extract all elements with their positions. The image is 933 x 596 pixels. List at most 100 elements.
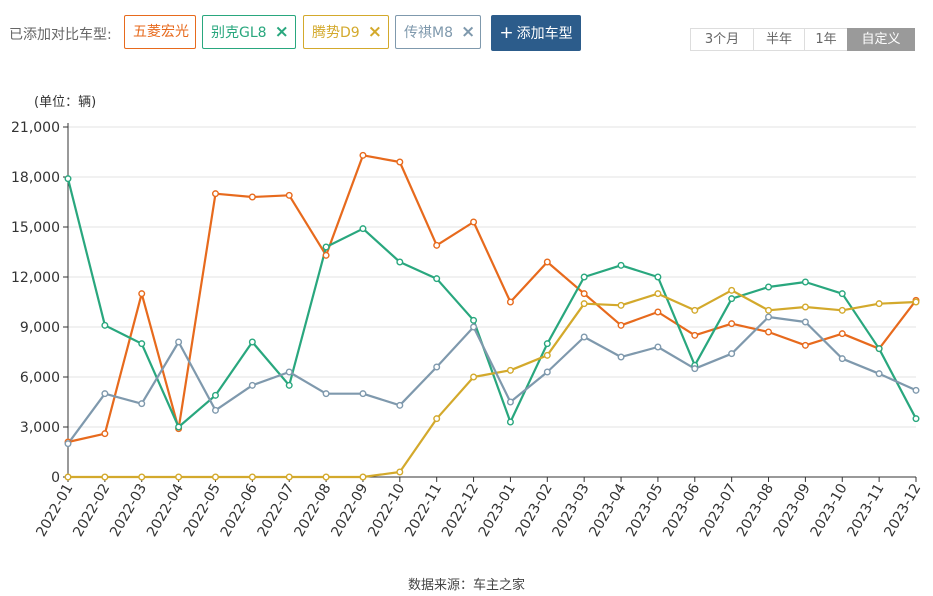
data-point xyxy=(64,175,72,183)
data-point xyxy=(838,306,846,314)
sales-line-chart: 0 3,000 6,000 9,000 12,000 15,000 18,000 21,000… xyxy=(11,120,924,540)
data-point xyxy=(801,341,809,349)
data-point xyxy=(285,473,293,481)
model-tag-trumpchi-m8[interactable]: 传祺M8 × xyxy=(395,15,481,49)
data-point xyxy=(691,365,699,373)
data-point xyxy=(433,275,441,283)
data-point xyxy=(470,316,478,324)
y-tick-label: 0 xyxy=(51,470,60,486)
data-point xyxy=(138,290,146,298)
data-point xyxy=(175,423,183,431)
close-icon[interactable]: × xyxy=(367,22,382,42)
data-point xyxy=(101,321,109,329)
close-icon[interactable]: × xyxy=(274,22,289,42)
data-point xyxy=(359,151,367,159)
data-point xyxy=(322,473,330,481)
data-point xyxy=(580,300,588,308)
data-point xyxy=(433,241,441,249)
data-point xyxy=(248,381,256,389)
data-point xyxy=(728,350,736,358)
data-point xyxy=(211,190,219,198)
data-point xyxy=(765,313,773,321)
data-point xyxy=(64,473,72,481)
data-point xyxy=(138,400,146,408)
data-point xyxy=(728,286,736,294)
data-point xyxy=(248,338,256,346)
data-point xyxy=(396,468,404,476)
data-point xyxy=(580,273,588,281)
data-point xyxy=(765,328,773,336)
data-point xyxy=(691,331,699,339)
time-range-selector: 3个月 半年 1年 自定义 xyxy=(690,28,915,51)
data-point xyxy=(543,368,551,376)
y-tick-label: 12,000 xyxy=(11,270,60,286)
data-point xyxy=(912,415,920,423)
data-point xyxy=(285,191,293,199)
range-3-months-button[interactable]: 3个月 xyxy=(690,28,754,51)
model-tag-buick-gl8[interactable]: 别克GL8 × xyxy=(202,15,296,49)
data-point xyxy=(101,473,109,481)
data-point xyxy=(506,418,514,426)
data-point xyxy=(433,363,441,371)
y-tick-label: 9,000 xyxy=(20,320,60,336)
data-point xyxy=(506,298,514,306)
data-point xyxy=(728,295,736,303)
data-point xyxy=(654,308,662,316)
data-point xyxy=(138,473,146,481)
data-point xyxy=(285,368,293,376)
data-point xyxy=(359,473,367,481)
data-point xyxy=(396,158,404,166)
x-tick-label: 2023-12 xyxy=(881,481,924,540)
data-point xyxy=(617,261,625,269)
data-point xyxy=(322,390,330,398)
plus-icon: + xyxy=(499,23,514,43)
data-point xyxy=(838,355,846,363)
data-point xyxy=(248,193,256,201)
series-line-3 xyxy=(67,315,917,445)
model-tag-label: 传祺M8 xyxy=(404,25,453,41)
data-point xyxy=(765,306,773,314)
model-tag-label: 别克GL8 xyxy=(211,25,267,41)
data-point xyxy=(912,386,920,394)
model-tag-label: 腾势D9 xyxy=(312,25,360,41)
data-point xyxy=(506,398,514,406)
data-point xyxy=(285,381,293,389)
data-point xyxy=(654,343,662,351)
add-model-label: 添加车型 xyxy=(516,26,573,42)
data-point xyxy=(396,401,404,409)
added-models-label: 已添加对比车型: xyxy=(9,27,112,43)
data-point xyxy=(728,320,736,328)
data-point xyxy=(838,290,846,298)
range-1-year-button[interactable]: 1年 xyxy=(804,28,848,51)
y-tick-label: 6,000 xyxy=(20,370,60,386)
y-tick-label: 3,000 xyxy=(20,420,60,436)
compare-toolbar: 已添加对比车型: 五菱宏光 别克GL8 × 腾势D9 × 传祺M8 × + 添加车型 3… xyxy=(0,0,933,60)
model-tag-denza-d9[interactable]: 腾势D9 × xyxy=(303,15,389,49)
data-point xyxy=(359,225,367,233)
data-point xyxy=(175,338,183,346)
data-point xyxy=(765,283,773,291)
data-point xyxy=(875,345,883,353)
data-point xyxy=(359,390,367,398)
unit-label: (单位：辆) xyxy=(34,95,97,110)
data-point xyxy=(101,390,109,398)
data-point xyxy=(211,473,219,481)
model-tag-wuling-hongguang[interactable]: 五菱宏光 xyxy=(124,15,196,49)
data-point xyxy=(175,473,183,481)
range-custom-button[interactable]: 自定义 xyxy=(847,28,915,51)
data-point xyxy=(617,301,625,309)
data-point xyxy=(470,373,478,381)
y-tick-label: 21,000 xyxy=(11,120,60,136)
range-half-year-button[interactable]: 半年 xyxy=(753,28,805,51)
data-point xyxy=(506,366,514,374)
add-model-button[interactable]: + 添加车型 xyxy=(491,15,581,51)
data-point xyxy=(396,258,404,266)
y-tick-label: 18,000 xyxy=(11,170,60,186)
data-point xyxy=(912,298,920,306)
data-point xyxy=(470,323,478,331)
data-point xyxy=(543,258,551,266)
close-icon[interactable]: × xyxy=(461,22,476,42)
data-point xyxy=(211,391,219,399)
data-point xyxy=(248,473,256,481)
data-point xyxy=(691,306,699,314)
